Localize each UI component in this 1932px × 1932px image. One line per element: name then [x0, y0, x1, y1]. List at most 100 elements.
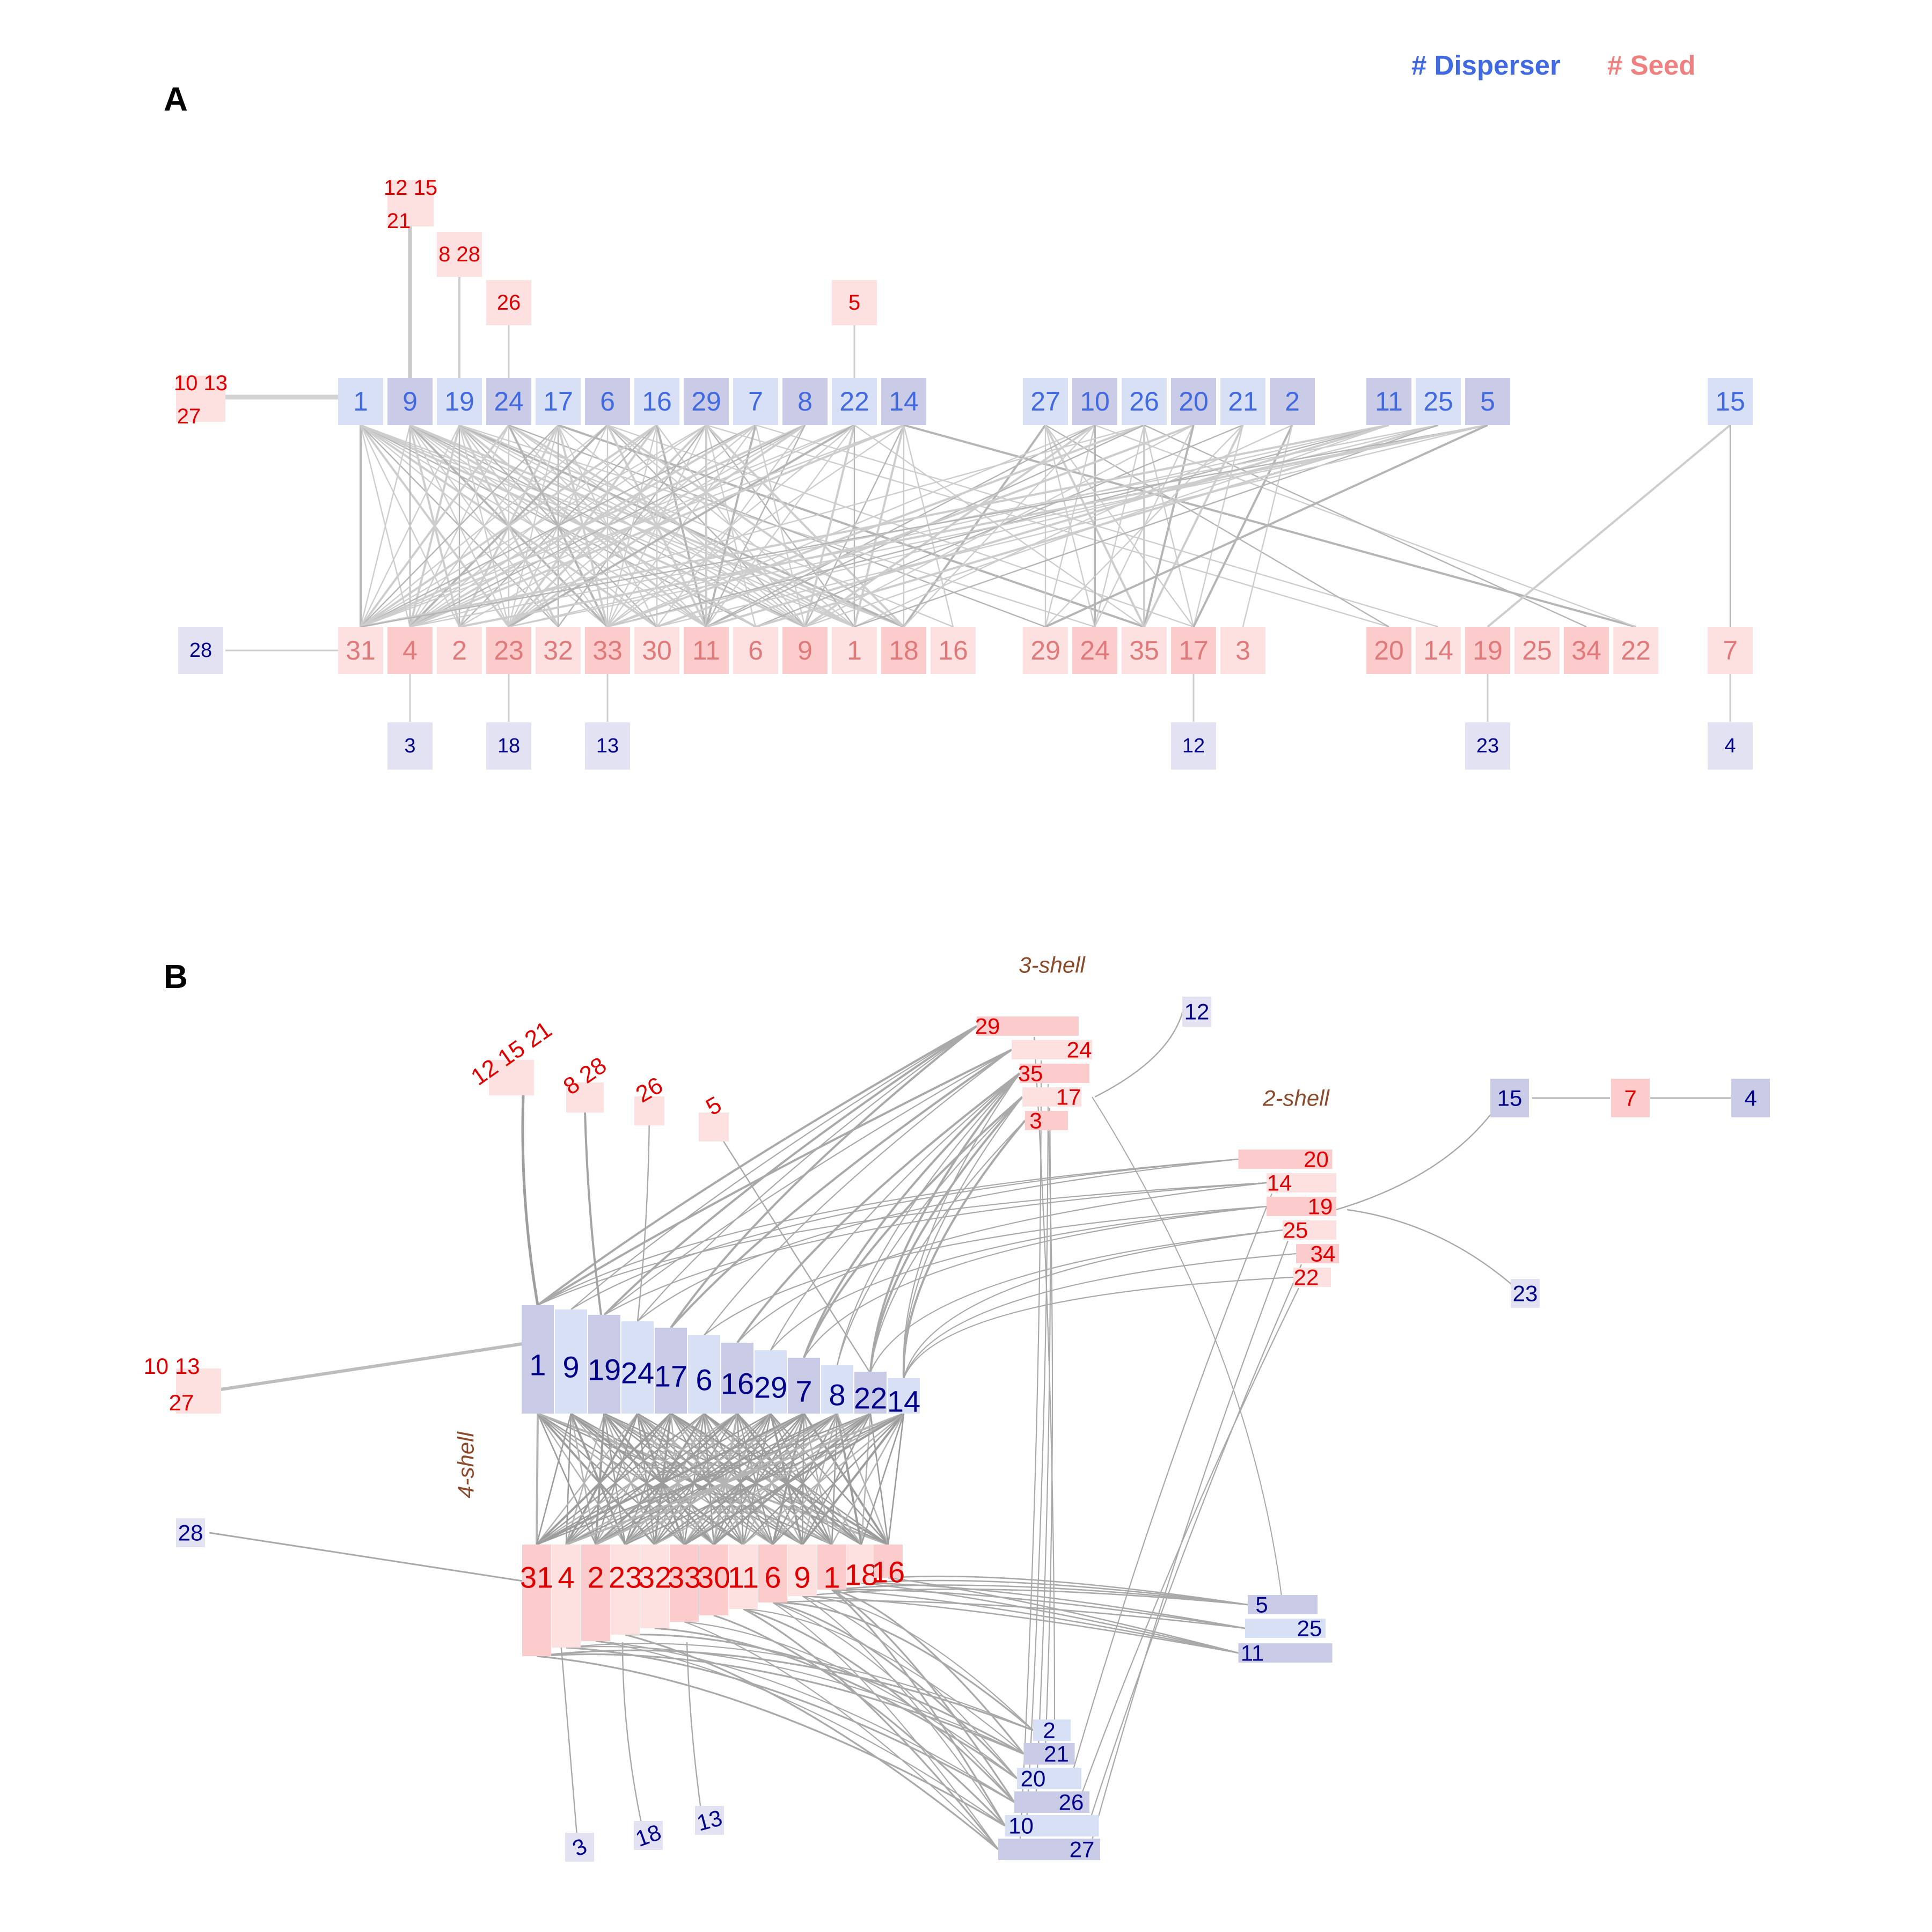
seed-node-box	[733, 627, 778, 674]
disperser-node-label: 29	[691, 386, 721, 416]
edge-b-core-d14-s4	[566, 1413, 904, 1546]
disperser-node-box	[832, 378, 877, 425]
edge-b-core-d7-s2	[595, 1413, 804, 1546]
seed-satellite-label: 10 13 27	[174, 371, 228, 428]
seed-node-box	[338, 627, 383, 674]
edge-b-core-d14-s33	[683, 1413, 905, 1546]
core-disperser-label: 7	[795, 1374, 812, 1408]
disperser-node-16: 16	[634, 378, 679, 425]
edge-b-core-d7-s23	[625, 1413, 804, 1546]
shell2-seed-box	[1267, 1197, 1336, 1216]
edge-b-right-d25-s6	[772, 1600, 1246, 1629]
edge-b-core-d14-s16	[887, 1413, 905, 1545]
edge-a-d11-s23	[508, 424, 1389, 628]
edge-b-core-d17-s33	[670, 1413, 685, 1545]
disperser-node-box	[1465, 378, 1510, 425]
shell3-seed-label: 35	[1018, 1061, 1043, 1086]
seed-node-label: 19	[1473, 635, 1503, 665]
core-seed-label: 18	[845, 1558, 878, 1592]
edge-b-core-d24-s30	[636, 1413, 715, 1545]
shell2-seed-node-34: 34	[1296, 1241, 1339, 1267]
satellite-box	[634, 1096, 664, 1125]
edge-b-s2bot-s22-d26	[1078, 1287, 1299, 1803]
core-disperser-node-6: 6	[688, 1335, 720, 1414]
edge-b-sat-18	[621, 1642, 645, 1836]
seed-satellite-26: 26	[632, 1072, 667, 1125]
edge-b-core-d7-s33	[684, 1413, 804, 1545]
right-disperser-box	[1238, 1643, 1333, 1663]
disperser-satellite-13: 13	[585, 722, 630, 770]
edge-b-bottom-d21-s11	[743, 1608, 1024, 1754]
seed-node-box	[585, 627, 630, 674]
satellite-label: 7	[1624, 1086, 1636, 1111]
seed-satellite-label: 5	[848, 291, 860, 314]
seed-node-label: 34	[1571, 635, 1601, 665]
seed-node-label: 6	[748, 635, 763, 665]
disperser-node-17: 17	[536, 378, 581, 425]
edge-b-core-d22-s16	[869, 1413, 889, 1545]
edge-a-d15-s19	[1487, 424, 1731, 628]
edge-b-shell3-s29-d17	[670, 1025, 978, 1329]
edge-b-core-d22-s9	[801, 1413, 872, 1545]
edge-a-d5-s23	[508, 424, 1488, 628]
bottom-disperser-label: 21	[1044, 1741, 1069, 1767]
edge-a-d25-s1	[854, 424, 1439, 628]
disperser-node-9: 9	[387, 378, 433, 425]
seed-satellite-label: 12 15 21	[384, 176, 437, 233]
edge-b-right-d11-s1	[831, 1589, 1239, 1654]
core-seed-box	[640, 1545, 669, 1628]
edge-b-shell3-s17-d7	[803, 1096, 1023, 1358]
seed-node-box	[1171, 627, 1216, 674]
core-seed-label: 16	[872, 1555, 905, 1589]
bottom-disperser-node-21: 21	[1023, 1741, 1075, 1767]
edge-a-d22-s9	[804, 425, 855, 627]
disperser-satellite-label: 12	[1182, 735, 1205, 757]
edge-b-bottom-d10-s2	[595, 1640, 1006, 1826]
core-seed-box	[758, 1545, 787, 1602]
edge-b-vert-s35-d10	[1026, 1084, 1049, 1826]
core-seed-label: 6	[764, 1561, 781, 1594]
disperser-node-6: 6	[585, 378, 630, 425]
shell3-seed-box	[977, 1016, 1079, 1036]
edge-b-sat-28	[209, 1532, 537, 1584]
edge-b-shell2-s20-d24	[637, 1158, 1239, 1322]
edge-b-core-d6-s31	[536, 1413, 705, 1546]
legend-disperser: # Disperser	[1411, 50, 1561, 80]
edge-b-core-d7-s11	[742, 1413, 805, 1545]
shell3-seed-node-17: 17	[1022, 1085, 1081, 1110]
satellite-box	[695, 1806, 724, 1835]
edge-b-core-d6-s4	[566, 1413, 705, 1545]
disperser-node-box	[1270, 378, 1315, 425]
edge-b-core-d17-s2	[595, 1413, 672, 1545]
core-seed-node-9: 9	[788, 1545, 817, 1596]
bottom-disperser-label: 20	[1021, 1766, 1046, 1791]
disperser-node-box	[387, 378, 433, 425]
disperser-satellite-18: 18	[632, 1819, 664, 1851]
edge-b-bottom-d26-s1	[831, 1589, 1015, 1803]
edge-b-core-d19-s4	[565, 1413, 605, 1545]
bottom-disperser-box	[1014, 1791, 1089, 1813]
seed-satellite-box	[437, 232, 482, 277]
edge-b-core-d9-s33	[570, 1413, 685, 1545]
disperser-node-label: 20	[1179, 386, 1209, 416]
edge-b-bottom-d10-s1	[831, 1589, 1006, 1826]
disperser-node-box	[536, 378, 581, 425]
edge-b-shell3-s3-d14	[902, 1119, 1026, 1379]
disperser-node-box	[585, 378, 630, 425]
edge-b-bottom-d10-s30	[713, 1614, 1006, 1827]
disperser-node-box	[1220, 378, 1265, 425]
edge-b-bottom-d21-s31	[536, 1653, 1024, 1755]
seed-node-label: 22	[1621, 635, 1651, 665]
edge-b-core-d17-s31	[536, 1413, 672, 1546]
edge-b-core-d6-s32	[654, 1413, 705, 1545]
disperser-node-26: 26	[1122, 378, 1167, 425]
disperser-node-24: 24	[486, 378, 531, 425]
right-disperser-box	[1248, 1595, 1318, 1614]
core-seed-box	[670, 1545, 699, 1622]
shell2-seed-box	[1238, 1150, 1333, 1169]
edge-b-bottom-d27-s6	[772, 1602, 999, 1850]
core-seed-node-16: 16	[872, 1545, 905, 1589]
seed-node-label: 33	[592, 635, 623, 665]
seed-node-box	[486, 627, 531, 674]
satellite-box	[699, 1113, 729, 1141]
